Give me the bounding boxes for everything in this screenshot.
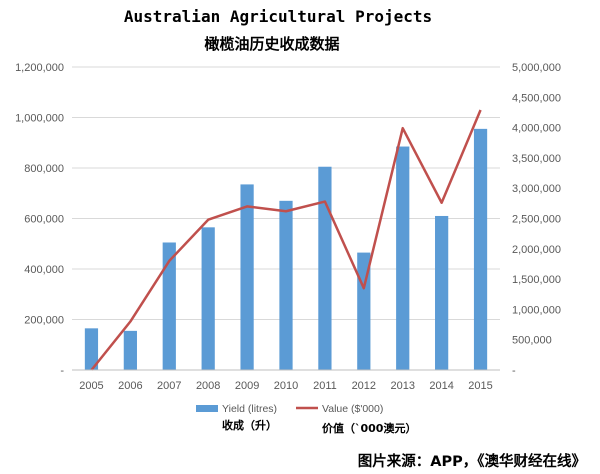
legend-yield-swatch	[196, 405, 218, 412]
right-axis: - 500,000 1,000,000 1,500,000 2,000,000 2,500…	[512, 62, 561, 377]
legend-yield-label: Yield (litres)	[222, 403, 277, 415]
chart-subtitle: 橄榄油历史收成数据	[204, 35, 339, 53]
yield-bars	[84, 128, 488, 370]
x-tick-label: 2010	[274, 380, 298, 392]
yield-bar	[435, 215, 449, 370]
x-tick-label: 2007	[157, 380, 181, 392]
x-tick-label: 2009	[235, 380, 259, 392]
yield-bar	[84, 328, 99, 370]
right-tick-label: 500,000	[512, 335, 552, 347]
right-tick-label: 1,000,000	[512, 304, 561, 316]
x-tick-label: 2006	[118, 380, 142, 392]
x-tick-label: 2015	[468, 380, 492, 392]
value-line-path	[90, 109, 482, 371]
x-tick-label: 2014	[429, 380, 453, 392]
x-axis: 2005 2006 2007 2008 2009 2010 2011 2012 2013 2014…	[72, 369, 500, 392]
x-tick-label: 2012	[352, 380, 376, 392]
legend: Yield (litres) Value ($'000) 收成（升） 价值（`0…	[196, 403, 416, 435]
left-tick-label: 200,000	[24, 315, 64, 327]
right-tick-label: 4,000,000	[512, 123, 561, 135]
left-tick-label: 1,200,000	[15, 62, 64, 74]
right-tick-label: 3,000,000	[512, 183, 561, 195]
x-tick-label: 2013	[390, 380, 414, 392]
right-tick-label: -	[512, 365, 516, 377]
yield-bar	[318, 166, 332, 370]
yield-bar	[473, 128, 488, 370]
left-tick-label: 800,000	[24, 163, 64, 175]
value-line	[90, 109, 482, 371]
right-tick-label: 1,500,000	[512, 274, 561, 286]
right-tick-label: 2,000,000	[512, 244, 561, 256]
yield-bar	[201, 227, 215, 370]
source-note: 图片来源：APP，《澳华财经在线》	[358, 452, 586, 470]
right-tick-label: 5,000,000	[512, 62, 561, 74]
x-tick-label: 2011	[313, 380, 337, 392]
left-tick-label: 1,000,000	[15, 113, 64, 125]
x-tick-label: 2008	[196, 380, 220, 392]
legend-yield-label-cn: 收成（升）	[222, 418, 277, 432]
yield-bar	[240, 184, 254, 370]
yield-bar	[123, 330, 137, 370]
right-tick-label: 3,500,000	[512, 153, 561, 165]
left-tick-label: 400,000	[24, 264, 64, 276]
left-tick-label: 600,000	[24, 214, 64, 226]
yield-bar	[279, 200, 293, 370]
yield-bar	[162, 242, 176, 370]
legend-value-label: Value ($'000)	[322, 403, 383, 415]
left-axis: - 200,000 400,000 600,000 800,000 1,000,000 1,…	[15, 62, 64, 377]
right-tick-label: 2,500,000	[512, 214, 561, 226]
legend-value-label-cn: 价值（`000澳元）	[322, 421, 416, 435]
chart-title: Australian Agricultural Projects	[124, 7, 432, 26]
x-tick-label: 2005	[79, 380, 103, 392]
right-tick-label: 4,500,000	[512, 92, 561, 104]
yield-bar	[396, 146, 410, 370]
left-tick-label: -	[60, 365, 64, 377]
